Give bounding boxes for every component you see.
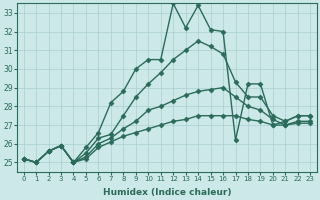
X-axis label: Humidex (Indice chaleur): Humidex (Indice chaleur) <box>103 188 231 197</box>
